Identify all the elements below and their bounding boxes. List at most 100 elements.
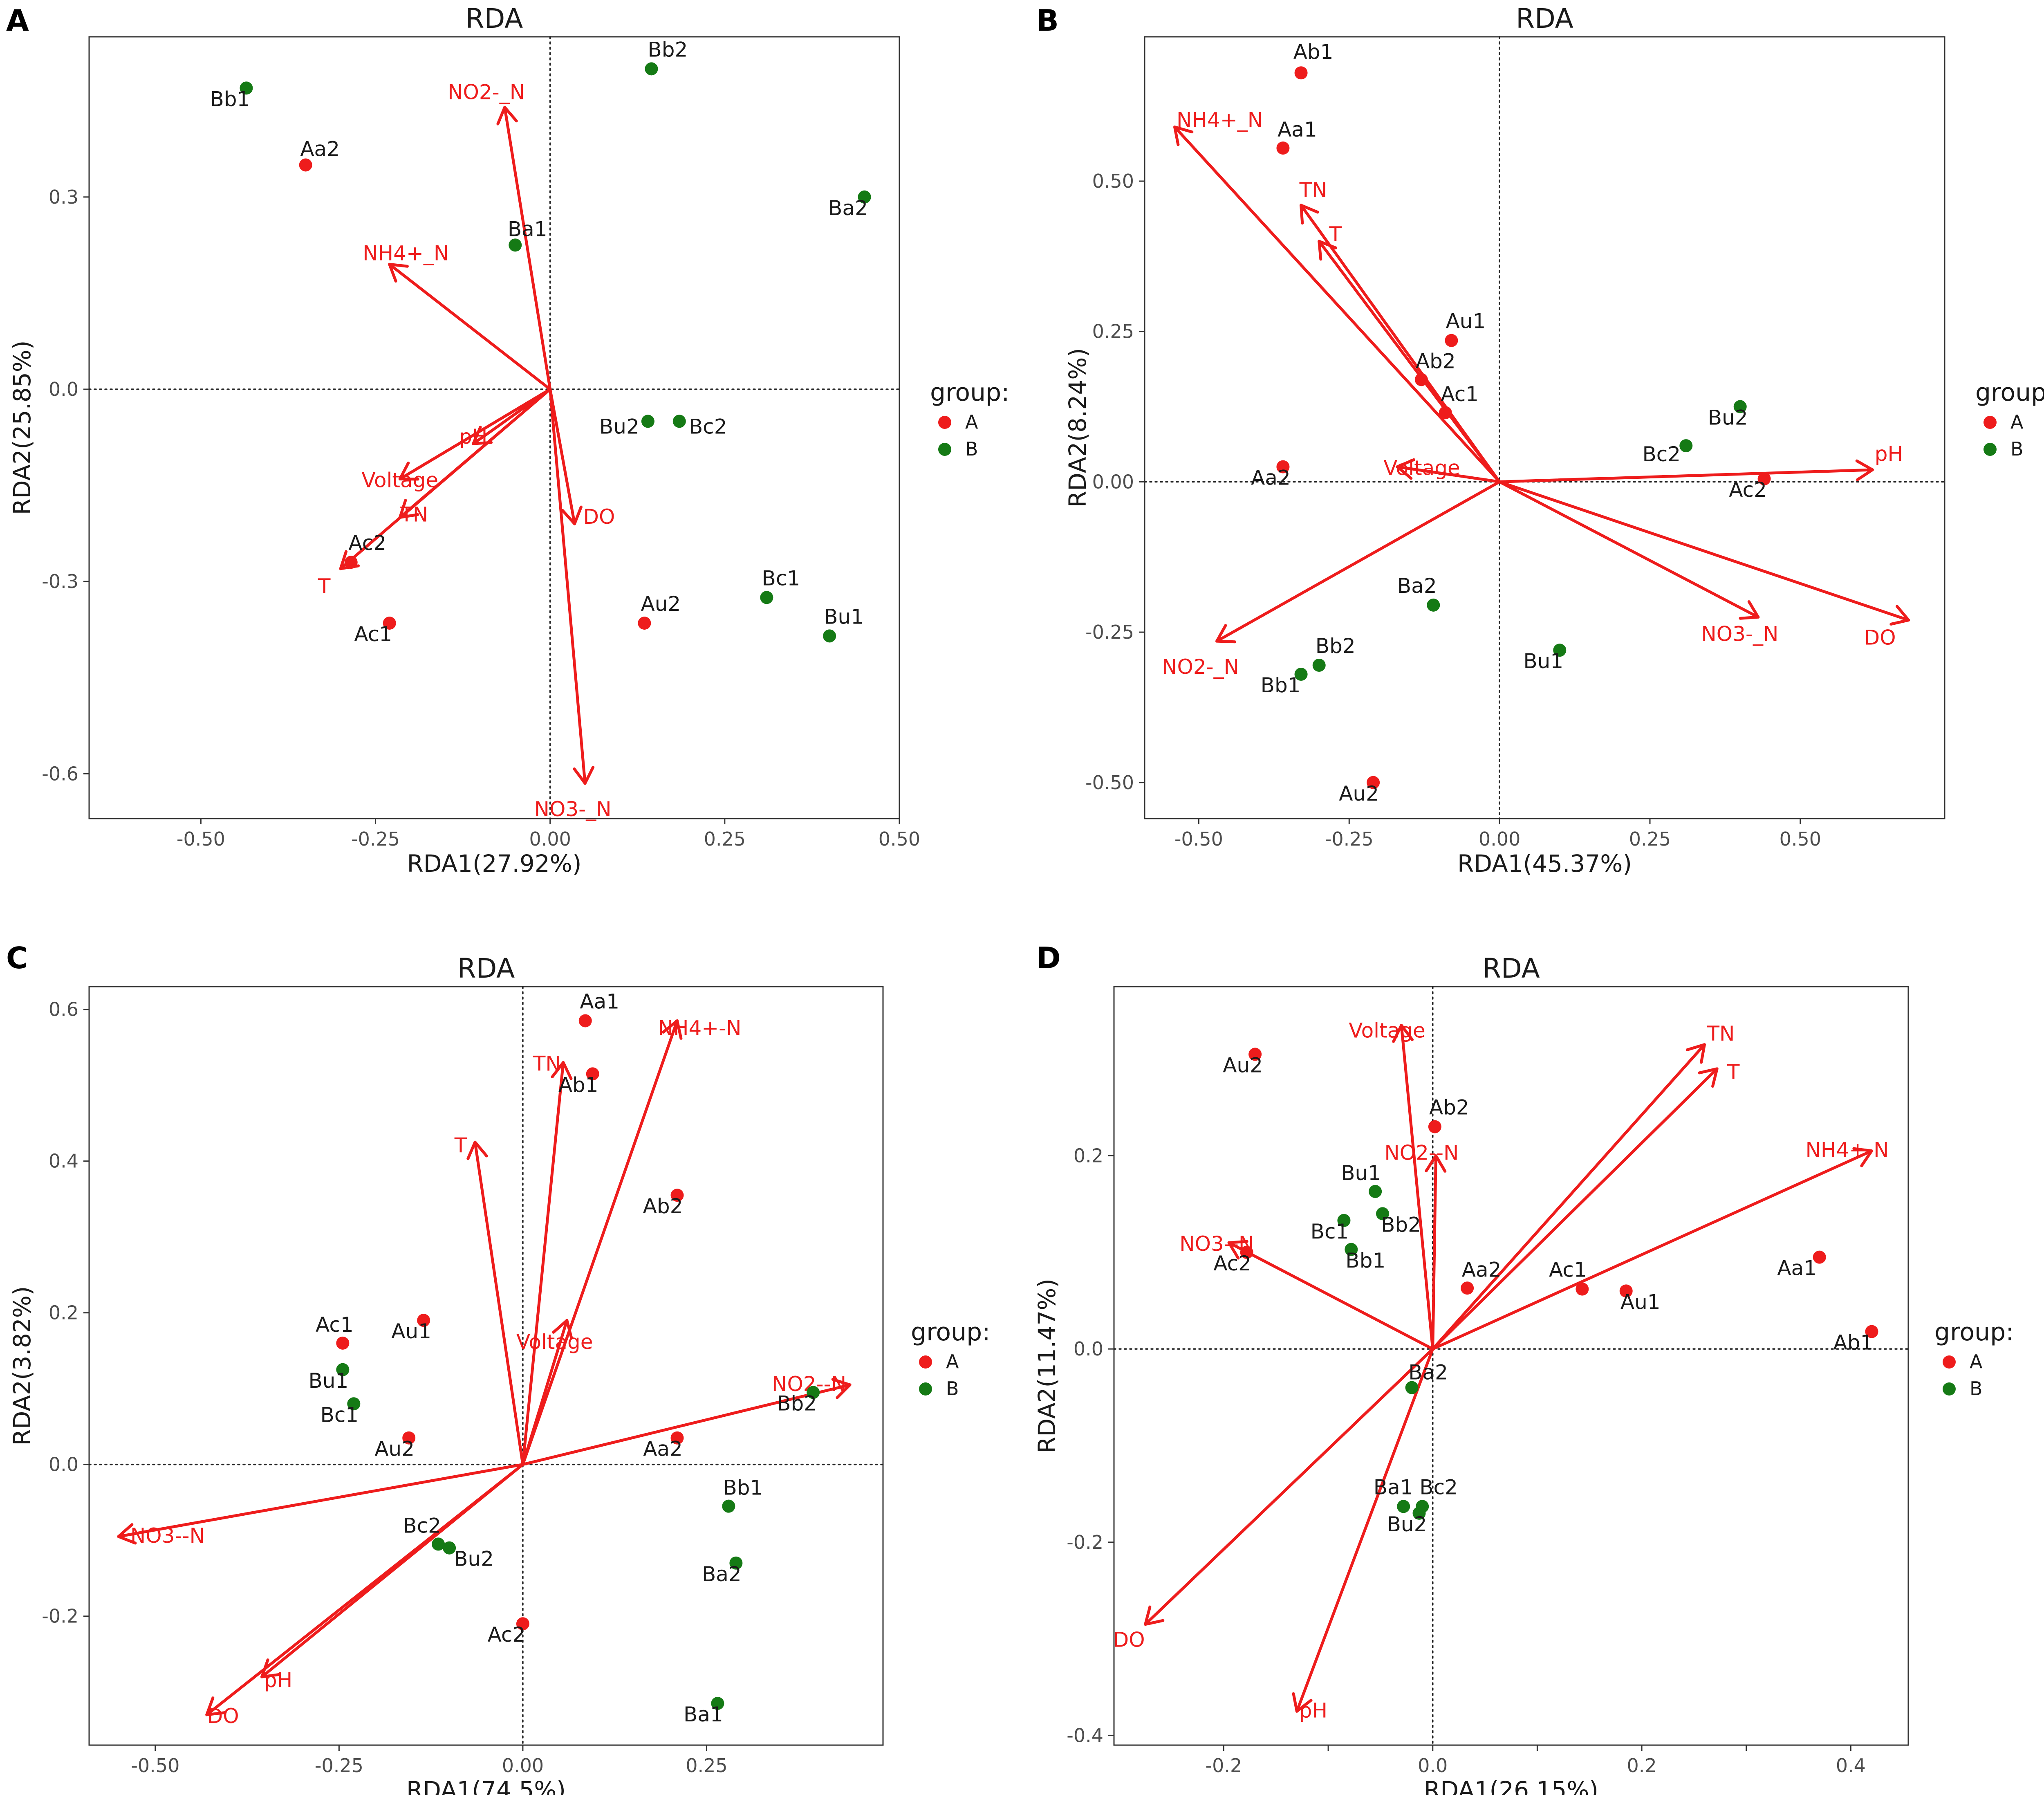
panel-letter: B [1036,3,1059,38]
vector-arrowhead [1215,624,1237,644]
vector-arrow: TN [521,1052,573,1466]
legend-key-a [919,1355,932,1369]
vector-arrowhead [1425,1154,1447,1173]
vector-arrow: NH4+_N [1173,108,1501,483]
vector-label: DO [207,1704,239,1728]
y-tick-label: 0.2 [1074,1145,1103,1167]
vector-arrowhead [496,105,518,126]
sample-dot [858,190,871,204]
legend: group: AB [1975,378,2044,460]
sample-label: Au1 [1620,1290,1661,1314]
vector-label: Voltage [1383,456,1460,480]
sample-dot [1461,1281,1474,1295]
vector-arrowhead [1292,1692,1313,1713]
sample-label: Bc1 [1311,1220,1349,1243]
sample-dot [1813,1250,1826,1264]
vector-arrowhead [1685,1043,1706,1064]
sample-dot [807,1386,820,1399]
sample-label: Bb2 [777,1391,817,1415]
vector-arrow: NO3-_N [1498,480,1778,646]
vector-arrow: DO [1498,480,1910,650]
vector-arrow: NO2--N [521,1372,852,1466]
vector-label: NO2-_N [1162,655,1239,679]
sample-dot [1376,1207,1390,1221]
sample-point: Bc2 [403,1514,445,1551]
sample-dot [1679,439,1693,453]
legend: group: AB [930,378,1009,460]
sample-dot [402,1431,416,1445]
vector-label: NH4+-N [658,1016,741,1040]
vector-arrowhead [551,1061,573,1080]
y-tick-label: 0.50 [1092,170,1134,192]
sample-label: Ac2 [1729,478,1767,502]
vector-line [1400,1024,1434,1351]
vector-line [1215,480,1501,643]
sample-point: Ab1 [558,1067,599,1097]
vector-arrowhead [1173,126,1194,146]
sample-point: Bc1 [760,566,800,604]
vector-arrowhead [573,765,595,785]
vector-arrow: pH [459,388,552,449]
sample-point: Au2 [1223,1048,1263,1077]
legend-label-b: B [965,438,978,460]
sample-dot [336,1363,350,1376]
sample-label: Bc2 [403,1514,441,1537]
vector-arrow: Voltage [362,388,552,492]
vector-label: TN [533,1052,561,1076]
y-tick-label: 0.00 [1092,471,1134,493]
sample-dot [417,1314,430,1327]
vector-arrow: T [1318,222,1501,483]
sample-point: Au2 [638,592,681,630]
sample-label: Aa2 [643,1437,683,1461]
sample-point: Ab2 [643,1189,684,1218]
sample-dot [1428,1120,1441,1133]
sample-label: Ac2 [488,1623,526,1647]
legend-key-b [1943,1382,1956,1396]
vector-label: NO3-_N [1701,622,1778,646]
vector-line [521,1383,852,1466]
sample-label: Bc2 [1419,1475,1458,1499]
vector-label: TN [1299,178,1327,202]
sample-point: Bb2 [1376,1207,1421,1236]
sample-point: Ac1 [354,617,396,646]
sample-label: Ba2 [1397,574,1437,598]
sample-point: Bu2 [1387,1506,1427,1536]
sample-label: Ac1 [316,1313,354,1337]
sample-label: Ab2 [1429,1096,1469,1120]
sample-dot [1576,1282,1589,1296]
sample-label: Au1 [1446,310,1486,333]
vector-arrowhead [1855,459,1874,481]
sample-label: Aa2 [1462,1258,1502,1281]
chart-title: RDA [457,953,515,984]
sample-dot [672,415,686,428]
vector-arrowhead [561,505,583,525]
sample-point: Bb2 [645,38,688,76]
sample-label: Au1 [391,1319,431,1343]
sample-point: Ab2 [1414,349,1456,386]
sample-point: Bb1 [210,81,253,111]
x-tick-label: 0.25 [704,828,746,850]
sample-point: Ba2 [1397,574,1440,612]
y-tick-label: -0.6 [42,763,78,785]
vector-arrowhead [1144,1605,1165,1626]
vector-line [1431,1067,1719,1351]
sample-label: Aa2 [1251,466,1291,490]
sample-label: Bb2 [1316,634,1356,658]
sample-dot [1865,1325,1878,1338]
y-axis-title: RDA2(11.47%) [1033,1279,1061,1453]
sample-point: Bc2 [672,415,727,438]
vector-arrowhead [260,1658,281,1678]
sample-point: Aa2 [299,137,340,172]
legend-title: group: [1975,378,2044,407]
sample-dot [336,1336,350,1350]
sample-label: Bb1 [723,1476,763,1500]
panel-letter: D [1036,941,1061,975]
vector-arrow: Voltage [516,1319,593,1466]
chart-title: RDA [1516,3,1573,34]
legend-key-b [919,1382,932,1396]
sample-dot [641,415,654,428]
y-tick-label: 0.2 [49,1302,78,1324]
sample-dot [1276,460,1290,473]
vector-arrowhead [831,1378,852,1399]
sample-point: Au1 [1445,310,1486,347]
